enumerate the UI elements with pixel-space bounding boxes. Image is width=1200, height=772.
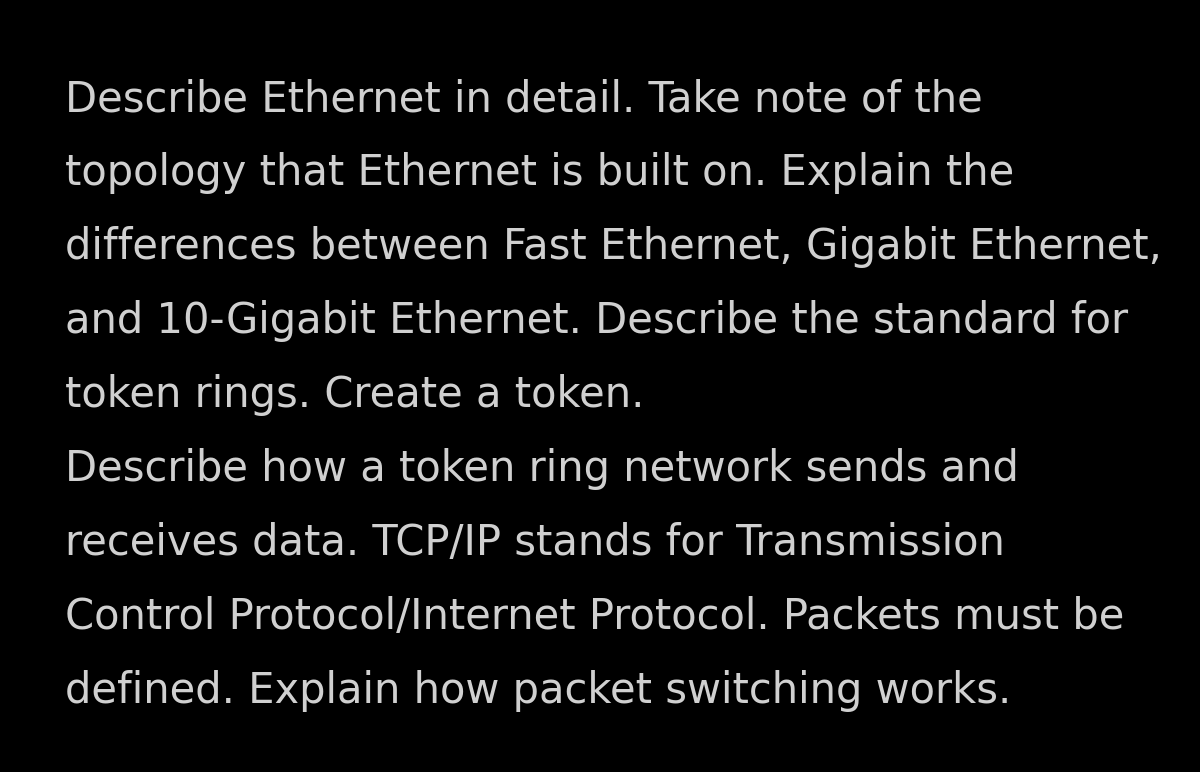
- Text: token rings. Create a token.: token rings. Create a token.: [65, 374, 644, 416]
- Text: defined. Explain how packet switching works.: defined. Explain how packet switching wo…: [65, 670, 1012, 712]
- Text: and 10-Gigabit Ethernet. Describe the standard for: and 10-Gigabit Ethernet. Describe the st…: [65, 300, 1128, 342]
- Text: Describe Ethernet in detail. Take note of the: Describe Ethernet in detail. Take note o…: [65, 78, 983, 120]
- Text: topology that Ethernet is built on. Explain the: topology that Ethernet is built on. Expl…: [65, 152, 1014, 194]
- Text: differences between Fast Ethernet, Gigabit Ethernet,: differences between Fast Ethernet, Gigab…: [65, 226, 1162, 268]
- Text: receives data. TCP/IP stands for Transmission: receives data. TCP/IP stands for Transmi…: [65, 522, 1004, 564]
- Text: Describe how a token ring network sends and: Describe how a token ring network sends …: [65, 448, 1019, 490]
- Text: Control Protocol/Internet Protocol. Packets must be: Control Protocol/Internet Protocol. Pack…: [65, 596, 1124, 638]
